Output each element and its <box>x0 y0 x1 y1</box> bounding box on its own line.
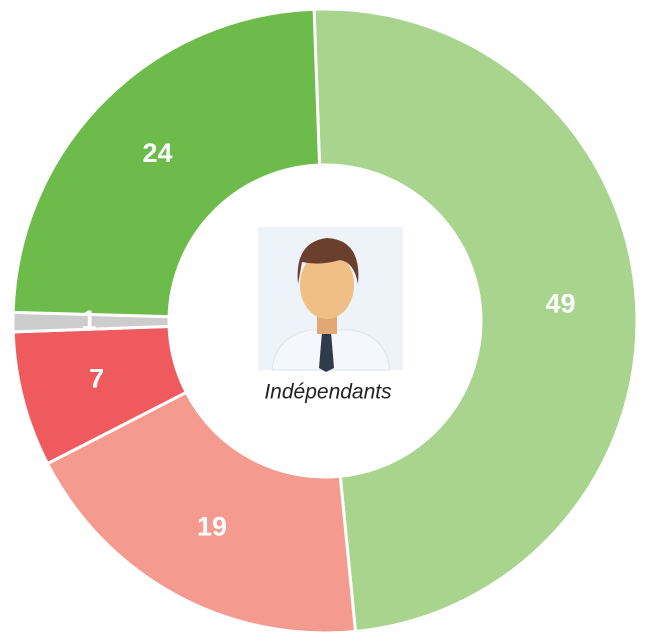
slice <box>312 7 639 634</box>
slice <box>45 390 358 635</box>
slice <box>11 7 322 319</box>
center-label: Indépendants <box>264 381 392 404</box>
data-label: 24 <box>143 138 173 168</box>
data-label: 1 <box>81 305 96 335</box>
data-label: 7 <box>89 364 104 394</box>
data-label: 49 <box>545 288 575 318</box>
avatar-icon <box>258 227 403 372</box>
data-label: 19 <box>197 511 227 541</box>
slices <box>11 7 639 635</box>
